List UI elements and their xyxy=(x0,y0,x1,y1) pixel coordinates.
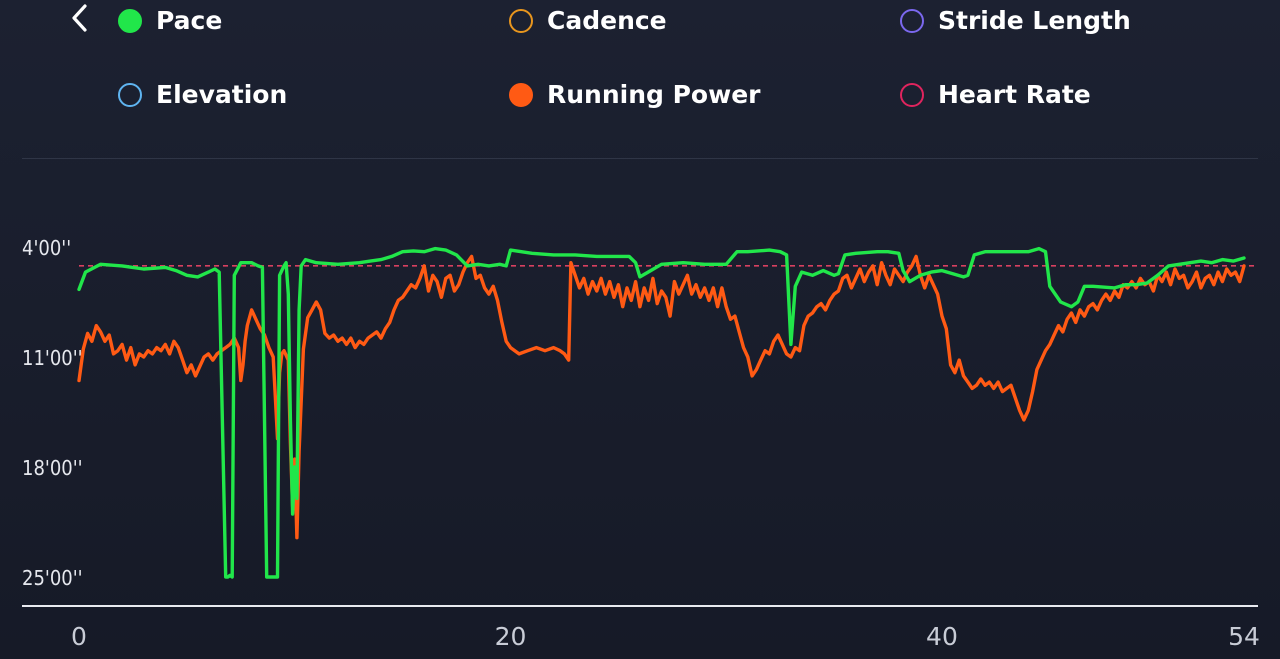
y-tick-label: 25'00'' xyxy=(22,566,83,590)
x-tick-label: 20 xyxy=(495,622,527,651)
legend-toggle-icon xyxy=(509,82,533,107)
back-button[interactable] xyxy=(62,0,98,36)
legend-item-running-power[interactable]: Running Power xyxy=(509,80,761,109)
y-tick-label: 18'00'' xyxy=(22,456,83,480)
legend-item-cadence[interactable]: Cadence xyxy=(509,6,667,35)
legend-label: Cadence xyxy=(547,6,667,35)
legend-toggle-icon xyxy=(118,82,142,107)
legend-toggle-icon xyxy=(900,8,924,33)
legend-toggle-icon xyxy=(900,82,924,107)
legend-item-pace[interactable]: Pace xyxy=(118,6,222,35)
legend-label: Running Power xyxy=(547,80,761,109)
legend-label: Heart Rate xyxy=(938,80,1091,109)
legend-label: Pace xyxy=(156,6,223,35)
x-tick-label: 54 xyxy=(1228,622,1260,651)
y-tick-label: 4'00'' xyxy=(22,236,71,260)
x-tick-label: 40 xyxy=(926,622,958,651)
legend-toggle-icon xyxy=(118,8,142,33)
header-divider xyxy=(22,158,1258,159)
legend-label: Elevation xyxy=(156,80,288,109)
series-line-running-power[interactable] xyxy=(77,254,1246,540)
legend-label: Stride Length xyxy=(938,6,1131,35)
x-tick-label: 0 xyxy=(71,622,87,651)
legend-item-stride-length[interactable]: Stride Length xyxy=(900,6,1131,35)
legend-item-heart-rate[interactable]: Heart Rate xyxy=(900,80,1091,109)
legend-toggle-icon xyxy=(509,8,533,33)
series-line-pace[interactable] xyxy=(77,246,1246,579)
y-tick-label: 11'00'' xyxy=(22,346,83,370)
chevron-left-icon xyxy=(72,4,87,32)
legend-item-elevation[interactable]: Elevation xyxy=(118,80,287,109)
